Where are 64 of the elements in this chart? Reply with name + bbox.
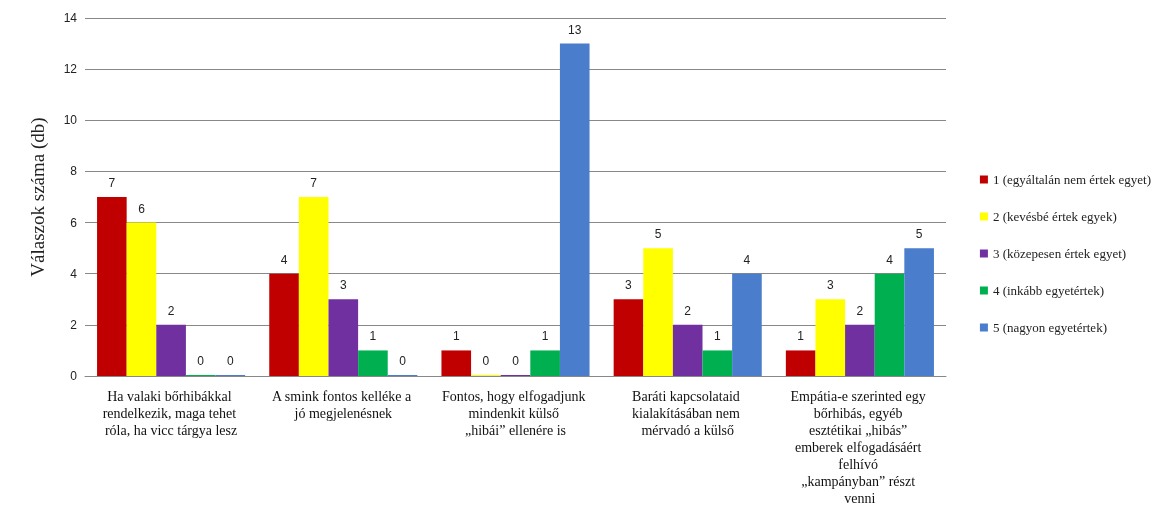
data-label: 1 (797, 329, 805, 344)
legend-label: 1 (egyáltalán nem értek egyet) (992, 172, 1152, 187)
y-tick-label: 14 (63, 11, 78, 25)
bar (358, 350, 388, 376)
legend-label: 5 (nagyon egyetértek) (992, 320, 1107, 335)
data-label: 1 (452, 329, 460, 344)
bar (874, 273, 905, 376)
y-tick-label: 4 (70, 266, 78, 281)
bar (815, 299, 846, 376)
x-tick-label: Fontos, hogy elfogadjunk mindenkit külső „hibái” ellenére is (442, 389, 589, 438)
bar (785, 350, 816, 376)
bar (845, 324, 875, 376)
y-tick-label: 12 (63, 62, 78, 77)
y-tick-label: 6 (70, 215, 78, 230)
bar (613, 299, 644, 376)
data-label: 0 (482, 354, 490, 368)
bar (156, 324, 186, 376)
data-label: 2 (684, 303, 692, 318)
y-tick-label: 2 (70, 317, 78, 332)
bar (441, 350, 472, 376)
legend-label: 2 (kevésbé értek egyek) (992, 209, 1117, 224)
data-label: 3 (625, 278, 633, 293)
data-label: 5 (915, 227, 923, 242)
x-tick-label: Ha valaki bőrhibákkal rendelkezik, maga tehet róla, ha vicc tárgya lesz (102, 389, 240, 438)
data-label: 0 (399, 354, 407, 368)
y-tick-label: 0 (70, 369, 78, 383)
bar (328, 299, 359, 376)
y-tick-label: 10 (63, 113, 78, 128)
bar (672, 324, 703, 376)
data-label: 4 (743, 252, 751, 267)
data-label: 13 (568, 22, 582, 37)
bar (643, 248, 673, 376)
data-label: 3 (339, 278, 347, 293)
bar (298, 197, 329, 376)
data-label: 0 (226, 354, 234, 368)
y-tick-label: 8 (70, 164, 78, 179)
bar (732, 273, 762, 376)
bar (904, 248, 934, 376)
data-label: 0 (197, 354, 205, 368)
x-tick-label: A smink fontos kelléke a jó megjelenésnek (271, 389, 415, 421)
bar (702, 350, 733, 376)
data-label: 7 (310, 176, 318, 190)
bar (559, 43, 590, 376)
x-tick-label: Empátia-e szerinted egy bőrhibás, egyéb esztétikai „hibás” emberek elfogadásáért felhívó „kampányban” részt venni (790, 389, 930, 506)
bar (126, 222, 157, 376)
bar (530, 350, 560, 376)
data-label: 2 (856, 303, 864, 318)
data-label: 4 (886, 252, 894, 267)
data-label: 4 (280, 252, 288, 267)
data-label: 2 (167, 303, 175, 318)
data-label: 0 (512, 354, 520, 368)
legend-label: 4 (inkább egyetértek) (992, 283, 1105, 298)
legend-label: 3 (közepesen értek egyet) (992, 246, 1127, 261)
data-label: 1 (369, 329, 377, 344)
data-label: 6 (138, 201, 146, 216)
data-label: 7 (108, 176, 116, 190)
bar (269, 273, 299, 376)
y-axis-title: Válaszok száma (db) (27, 117, 49, 277)
data-label: 5 (654, 227, 662, 242)
bar (97, 197, 127, 376)
x-tick-label: Baráti kapcsolataid kialakításában nem mérvadó a külső (632, 389, 744, 438)
data-label: 1 (541, 329, 549, 344)
data-label: 1 (713, 329, 721, 344)
data-label: 3 (826, 278, 834, 293)
